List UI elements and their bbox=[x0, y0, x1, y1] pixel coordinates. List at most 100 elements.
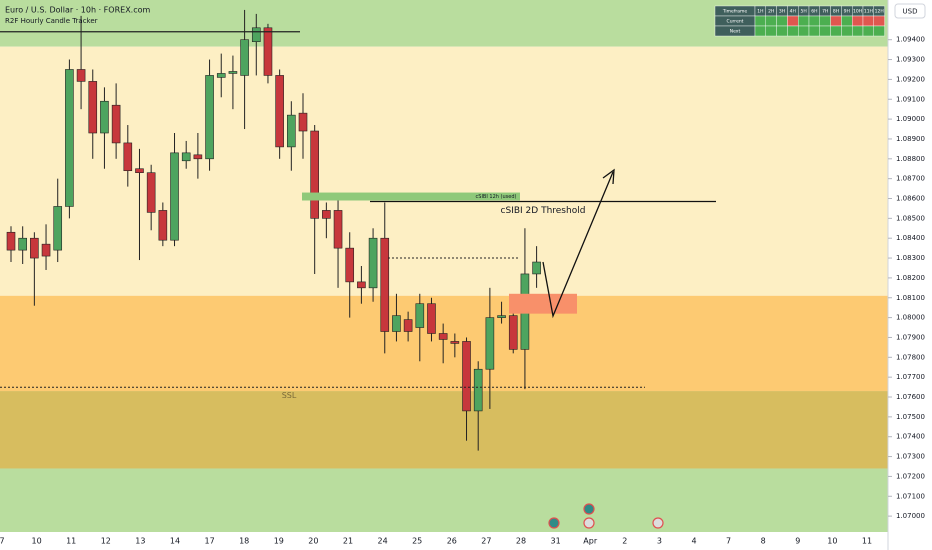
candle-body bbox=[240, 39, 249, 76]
candle-body bbox=[450, 341, 460, 344]
y-tick-label: 1.07500 bbox=[896, 413, 925, 421]
candle-body bbox=[88, 81, 98, 134]
candle-body bbox=[298, 112, 308, 132]
candle-body bbox=[6, 231, 16, 251]
candle-body bbox=[251, 27, 261, 42]
y-tick-label: 1.07600 bbox=[896, 393, 925, 401]
candle-body bbox=[135, 168, 144, 174]
tracker-cell bbox=[765, 25, 777, 37]
y-tick-label: 1.07400 bbox=[896, 433, 925, 441]
tracker-cell bbox=[852, 25, 864, 37]
tracker-cell bbox=[830, 15, 842, 27]
candle-body bbox=[181, 152, 191, 162]
projection-arrow bbox=[542, 171, 614, 319]
candle-body bbox=[345, 247, 355, 283]
x-tick-label: 21 bbox=[343, 537, 353, 546]
candles bbox=[6, 9, 541, 451]
candle-body bbox=[18, 237, 27, 251]
cSIBI-12h-label: cSIBI 12h (used) bbox=[476, 194, 517, 200]
tracker-cell bbox=[862, 25, 875, 37]
y-tick-label: 1.08200 bbox=[896, 274, 925, 282]
y-tick-label: 1.07700 bbox=[896, 373, 925, 381]
tracker-cell bbox=[841, 25, 853, 37]
event-icon[interactable] bbox=[652, 517, 664, 529]
chart-title: Euro / U.S. Dollar · 10h · FOREX.com bbox=[5, 6, 151, 15]
candle-body bbox=[287, 114, 296, 148]
x-tick-label: 27 bbox=[481, 537, 491, 546]
candle-body bbox=[228, 71, 238, 74]
tracker-header: 8H bbox=[833, 9, 839, 15]
tracker-header: 6H bbox=[811, 9, 817, 15]
y-tick-label: 1.07800 bbox=[896, 353, 925, 361]
x-tick-label: 31 bbox=[551, 537, 561, 546]
zone bbox=[0, 391, 888, 469]
zones bbox=[0, 0, 888, 532]
candle-body bbox=[111, 104, 121, 144]
x-tick-label: 4 bbox=[691, 537, 696, 546]
candle-body bbox=[473, 368, 483, 412]
x-tick-label: 7 bbox=[0, 537, 5, 546]
candle-body bbox=[146, 172, 156, 213]
tracker-cell bbox=[765, 15, 777, 27]
tracker-cell bbox=[754, 15, 767, 27]
candle-body bbox=[438, 333, 448, 340]
candle-body bbox=[76, 69, 86, 82]
candle-body bbox=[41, 243, 51, 257]
tracker-cell bbox=[862, 15, 875, 27]
candle-body bbox=[170, 152, 179, 241]
candle-body bbox=[392, 315, 401, 332]
tracker-cell bbox=[819, 15, 831, 27]
y-tick-label: 1.08300 bbox=[896, 254, 925, 262]
candle-body bbox=[357, 281, 366, 289]
y-tick-label: 1.08000 bbox=[896, 314, 925, 322]
x-tick-label: 12 bbox=[101, 537, 111, 546]
candle-body bbox=[403, 319, 413, 332]
tracker-cell bbox=[798, 25, 810, 37]
zone bbox=[0, 46, 888, 296]
x-tick-label: 14 bbox=[170, 537, 180, 546]
event-icon[interactable] bbox=[583, 503, 595, 515]
x-tick-label: 11 bbox=[66, 537, 76, 546]
tracker-cell bbox=[873, 25, 885, 37]
x-tick-label: 26 bbox=[447, 537, 457, 546]
x-tick-label: Apr bbox=[583, 537, 598, 546]
threshold-label: cSIBI 2D Threshold bbox=[501, 206, 586, 216]
x-tick-label: 10 bbox=[827, 537, 837, 546]
x-tick-label: 10 bbox=[32, 537, 42, 546]
y-tick-label: 1.07300 bbox=[896, 453, 925, 461]
tracker-header: 2H bbox=[768, 9, 774, 15]
x-tick-label: 18 bbox=[239, 537, 249, 546]
tracker-header: 9H bbox=[844, 9, 850, 15]
tracker-header: 1H bbox=[757, 9, 763, 15]
candle-body bbox=[100, 100, 109, 134]
tracker-cell bbox=[819, 25, 831, 37]
annotations: cSIBI 12h (used) cSIBI 2D Threshold SSL bbox=[0, 31, 716, 400]
candle-body bbox=[508, 315, 518, 350]
y-tick-label: 1.09400 bbox=[896, 36, 925, 44]
x-tick-label: 3 bbox=[657, 537, 662, 546]
event-icon[interactable] bbox=[583, 517, 595, 529]
y-tick-label: 1.08500 bbox=[896, 214, 925, 222]
event-icon[interactable] bbox=[548, 517, 560, 529]
currency-box[interactable] bbox=[894, 3, 926, 19]
target-box bbox=[509, 293, 577, 314]
candle-body bbox=[310, 130, 319, 219]
chart-subtitle: R2F Hourly Candle Tracker bbox=[5, 17, 98, 25]
tracker-cell bbox=[787, 15, 799, 27]
candle-body bbox=[216, 73, 226, 78]
tracker-cell bbox=[873, 15, 885, 27]
candle-body bbox=[275, 75, 284, 148]
y-tick-label: 1.08100 bbox=[896, 294, 925, 302]
x-tick-label: 8 bbox=[761, 537, 766, 546]
y-tick-label: 1.07900 bbox=[896, 333, 925, 341]
tracker-row-label: Next bbox=[730, 29, 741, 35]
y-tick-label: 1.08600 bbox=[896, 195, 925, 203]
tracker-header: Timeframe bbox=[722, 9, 748, 15]
tracker-cell bbox=[841, 15, 853, 27]
zone bbox=[0, 468, 888, 532]
candle-body bbox=[462, 341, 471, 412]
candle-body bbox=[53, 206, 63, 251]
x-tick-label: 17 bbox=[205, 537, 215, 546]
candle-body bbox=[263, 27, 273, 76]
cSIBI-12h-box bbox=[302, 192, 520, 201]
